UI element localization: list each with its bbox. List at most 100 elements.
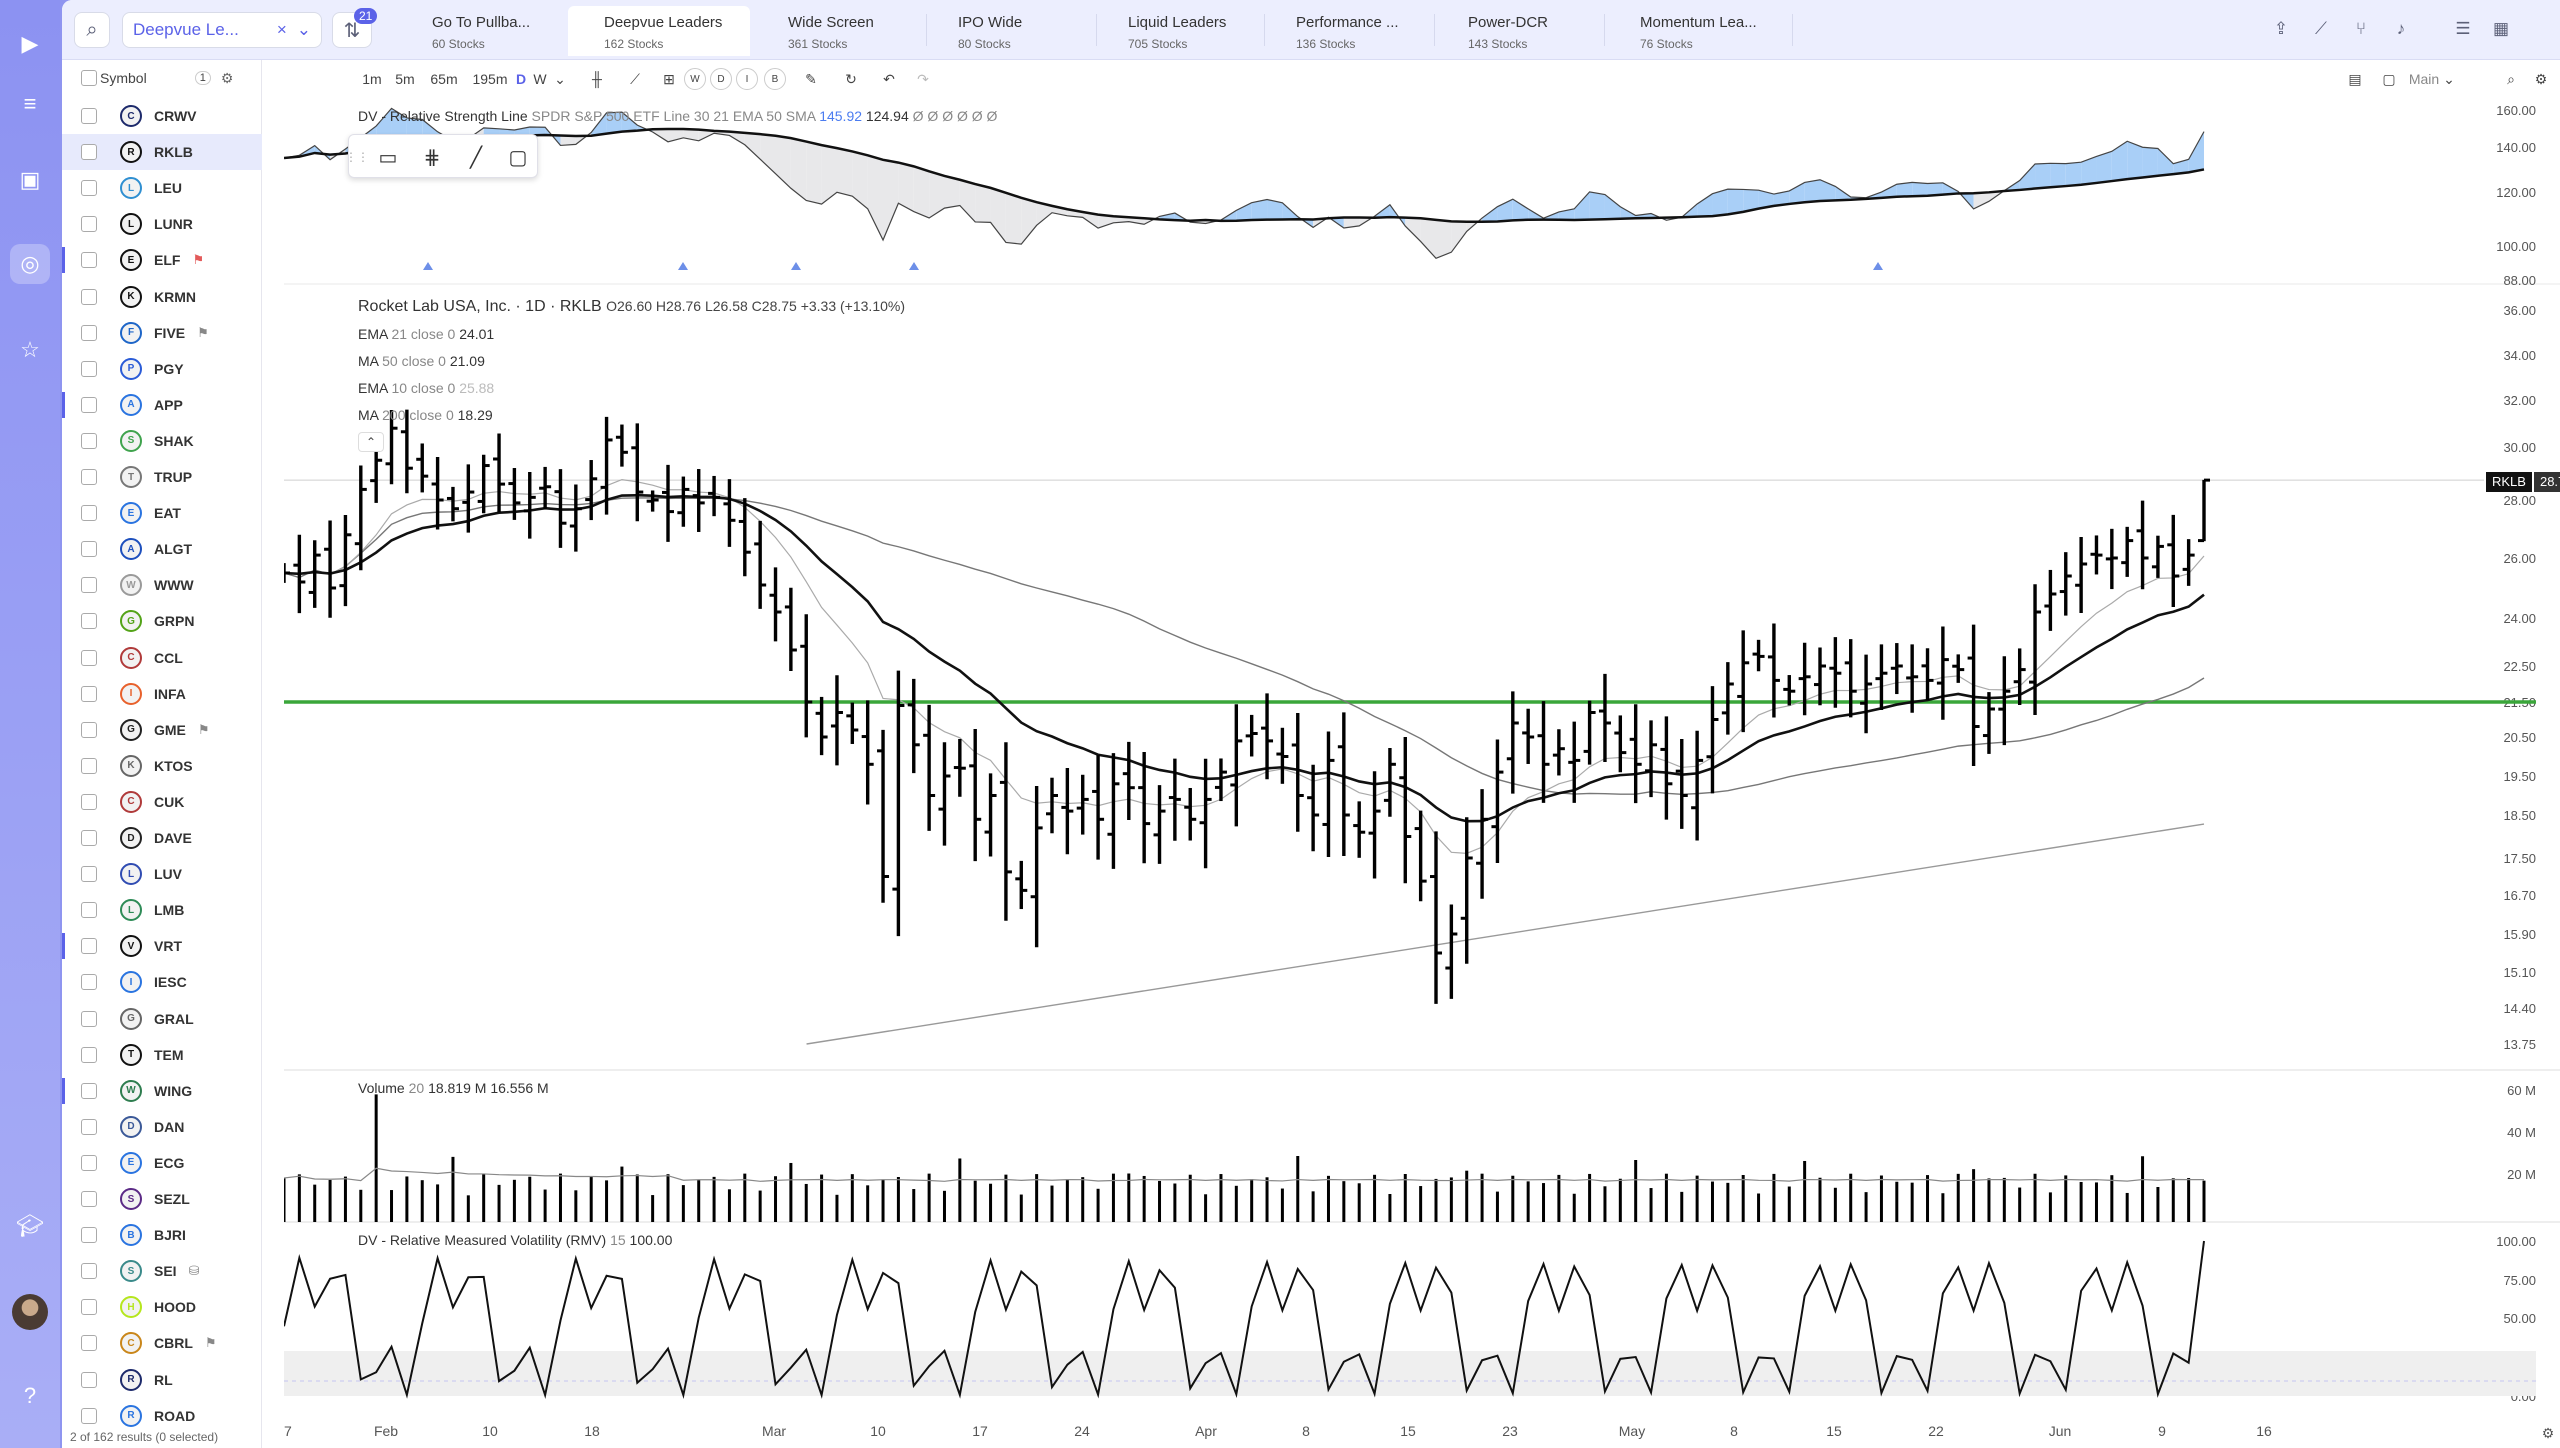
watchlist-row-algt[interactable]: A ALGT bbox=[62, 531, 262, 567]
row-checkbox[interactable] bbox=[81, 288, 97, 305]
row-checkbox[interactable] bbox=[81, 432, 97, 449]
tf-195m[interactable]: 195m bbox=[472, 71, 508, 87]
chart-canvas[interactable]: 160.00 140.00 120.00 100.00 88.00 36.00 34.00 3… bbox=[284, 96, 2560, 1448]
tab-wide-screen[interactable]: Wide Screen 361 Stocks bbox=[788, 6, 918, 56]
row-checkbox[interactable] bbox=[81, 1335, 97, 1352]
row-checkbox[interactable] bbox=[81, 649, 97, 666]
row-checkbox[interactable] bbox=[81, 1118, 97, 1135]
watchlist-row-cuk[interactable]: C CUK bbox=[62, 784, 262, 820]
panels-icon[interactable]: ▤ bbox=[2348, 70, 2362, 87]
row-checkbox[interactable] bbox=[81, 938, 97, 955]
trendline-tool-icon[interactable]: ╱ bbox=[469, 146, 483, 169]
watchlist-row-grpn[interactable]: G GRPN bbox=[62, 603, 262, 639]
redo-icon[interactable]: ↷ bbox=[917, 70, 929, 87]
help-icon[interactable]: ? bbox=[23, 1383, 37, 1408]
star-icon[interactable]: ☆ bbox=[20, 337, 40, 362]
row-checkbox[interactable] bbox=[81, 324, 97, 341]
zoom-icon[interactable]: ⌕ bbox=[2507, 70, 2515, 87]
watchlist-row-krmn[interactable]: K KRMN bbox=[62, 279, 262, 315]
layout-save-icon[interactable]: ▢ bbox=[2382, 70, 2396, 87]
b-toggle[interactable]: B bbox=[764, 68, 786, 90]
indicators-icon[interactable]: ⟋ bbox=[630, 70, 640, 87]
row-checkbox[interactable] bbox=[81, 144, 97, 161]
tab-performance[interactable]: Performance ... 136 Stocks bbox=[1296, 6, 1446, 56]
chevron-down-icon[interactable]: ⌄ bbox=[554, 70, 566, 87]
search-icon[interactable]: ⌕ bbox=[74, 12, 110, 48]
daily-toggle[interactable]: D bbox=[710, 68, 732, 90]
watchlist-row-ccl[interactable]: C CCL bbox=[62, 640, 262, 676]
watchlist-row-wing[interactable]: W WING bbox=[62, 1073, 262, 1109]
fib-tool-icon[interactable]: ⋕ bbox=[423, 146, 441, 169]
watchlist-row-rklb[interactable]: R RKLB bbox=[62, 134, 262, 171]
tab-momentum-lea[interactable]: Momentum Lea... 76 Stocks bbox=[1640, 6, 1800, 56]
row-checkbox[interactable] bbox=[81, 216, 97, 233]
intraday-toggle[interactable]: I bbox=[736, 68, 758, 90]
tf-weekly[interactable]: W bbox=[533, 71, 547, 87]
watchlist-row-dave[interactable]: D DAVE bbox=[62, 820, 262, 856]
row-checkbox[interactable] bbox=[81, 1371, 97, 1388]
row-checkbox[interactable] bbox=[81, 360, 97, 377]
watchlist-row-vrt[interactable]: V VRT bbox=[62, 928, 262, 964]
menu-icon[interactable]: ≡ bbox=[23, 91, 37, 116]
watchlist-row-sezl[interactable]: S SEZL bbox=[62, 1181, 262, 1217]
comment-tool-icon[interactable]: ▢ bbox=[508, 146, 528, 169]
row-checkbox[interactable] bbox=[81, 1191, 97, 1207]
row-checkbox[interactable] bbox=[81, 866, 97, 883]
row-checkbox[interactable] bbox=[81, 721, 97, 738]
watchlist-row-elf[interactable]: E ELF ⚑ bbox=[62, 242, 262, 278]
watchlist-row-shak[interactable]: S SHAK bbox=[62, 423, 262, 459]
watchlist-row-tem[interactable]: T TEM bbox=[62, 1037, 262, 1073]
drag-handle-icon[interactable]: ⋮⋮ bbox=[345, 150, 369, 164]
eraser-icon[interactable]: ✎ bbox=[805, 70, 817, 87]
chart-area[interactable]: 160.00 140.00 120.00 100.00 88.00 36.00 34.00 3… bbox=[284, 96, 2560, 1448]
watchlist-row-lmb[interactable]: L LMB bbox=[62, 892, 262, 928]
watchlist-row-eat[interactable]: E EAT bbox=[62, 495, 262, 531]
list-view-icon[interactable]: ☰ bbox=[2455, 19, 2471, 38]
watchlist-row-lunr[interactable]: L LUNR bbox=[62, 206, 262, 242]
collapse-legend-button[interactable]: ⌃ bbox=[358, 432, 384, 452]
watchlist-row-gme[interactable]: G GME ⚑ bbox=[62, 712, 262, 748]
row-checkbox[interactable] bbox=[81, 974, 97, 991]
play-logo-icon[interactable]: ▶ bbox=[21, 31, 39, 56]
rectangle-tool-icon[interactable]: ▭ bbox=[378, 146, 398, 169]
row-checkbox[interactable] bbox=[81, 505, 97, 522]
row-checkbox[interactable] bbox=[81, 180, 97, 197]
layout-name[interactable]: Main bbox=[2408, 71, 2440, 87]
tf-65m[interactable]: 65m bbox=[430, 71, 458, 87]
flag-icon[interactable]: ⚑ bbox=[192, 252, 205, 268]
row-checkbox[interactable] bbox=[81, 830, 97, 846]
row-checkbox[interactable] bbox=[81, 793, 97, 810]
watchlist-row-ecg[interactable]: E ECG bbox=[62, 1145, 262, 1181]
watchlist-row-trup[interactable]: T TRUP bbox=[62, 459, 262, 495]
weekly-toggle[interactable]: W bbox=[684, 68, 706, 90]
tf-daily[interactable]: D bbox=[515, 71, 527, 87]
watchlist-row-hood[interactable]: H HOOD bbox=[62, 1289, 262, 1325]
row-checkbox[interactable] bbox=[81, 469, 97, 485]
flag-icon[interactable]: ⚑ bbox=[197, 324, 209, 340]
bar-type-icon[interactable]: ╫ bbox=[592, 71, 602, 87]
watchlist-row-ktos[interactable]: K KTOS bbox=[62, 748, 262, 784]
chevron-down-icon[interactable]: ⌄ bbox=[2443, 70, 2455, 87]
share-icon[interactable]: ⇪ bbox=[2273, 19, 2289, 38]
graduation-cap-icon[interactable]: 🎓︎ bbox=[16, 1213, 44, 1238]
row-checkbox[interactable] bbox=[81, 1227, 97, 1244]
tf-1m[interactable]: 1m bbox=[362, 71, 382, 87]
row-checkbox[interactable] bbox=[81, 1263, 97, 1280]
watchlist-row-cbrl[interactable]: C CBRL ⚑ bbox=[62, 1325, 262, 1361]
watchlist-row-five[interactable]: F FIVE ⚑ bbox=[62, 315, 262, 351]
fork-icon[interactable]: ⑂ bbox=[2355, 19, 2367, 38]
watchlist-row-road[interactable]: R ROAD bbox=[62, 1398, 262, 1434]
row-checkbox[interactable] bbox=[81, 902, 97, 919]
row-checkbox[interactable] bbox=[81, 252, 97, 269]
templates-icon[interactable]: ⊞ bbox=[663, 70, 675, 87]
flag-icon[interactable]: ⚑ bbox=[204, 1335, 217, 1351]
row-checkbox[interactable] bbox=[81, 396, 97, 413]
watchlist-row-rl[interactable]: R RL bbox=[62, 1362, 262, 1398]
tab-go-to-pullba[interactable]: Go To Pullba... 60 Stocks bbox=[432, 6, 582, 56]
row-checkbox[interactable] bbox=[81, 577, 97, 594]
layout-icon[interactable]: ▣ bbox=[19, 167, 41, 192]
tab-ipo-wide[interactable]: IPO Wide 80 Stocks bbox=[958, 6, 1088, 56]
watchlist-row-sei[interactable]: S SEI ⛁ bbox=[62, 1253, 262, 1289]
watchlist-row-bjri[interactable]: B BJRI bbox=[62, 1217, 262, 1253]
watchlist-row-www[interactable]: W WWW bbox=[62, 567, 262, 603]
